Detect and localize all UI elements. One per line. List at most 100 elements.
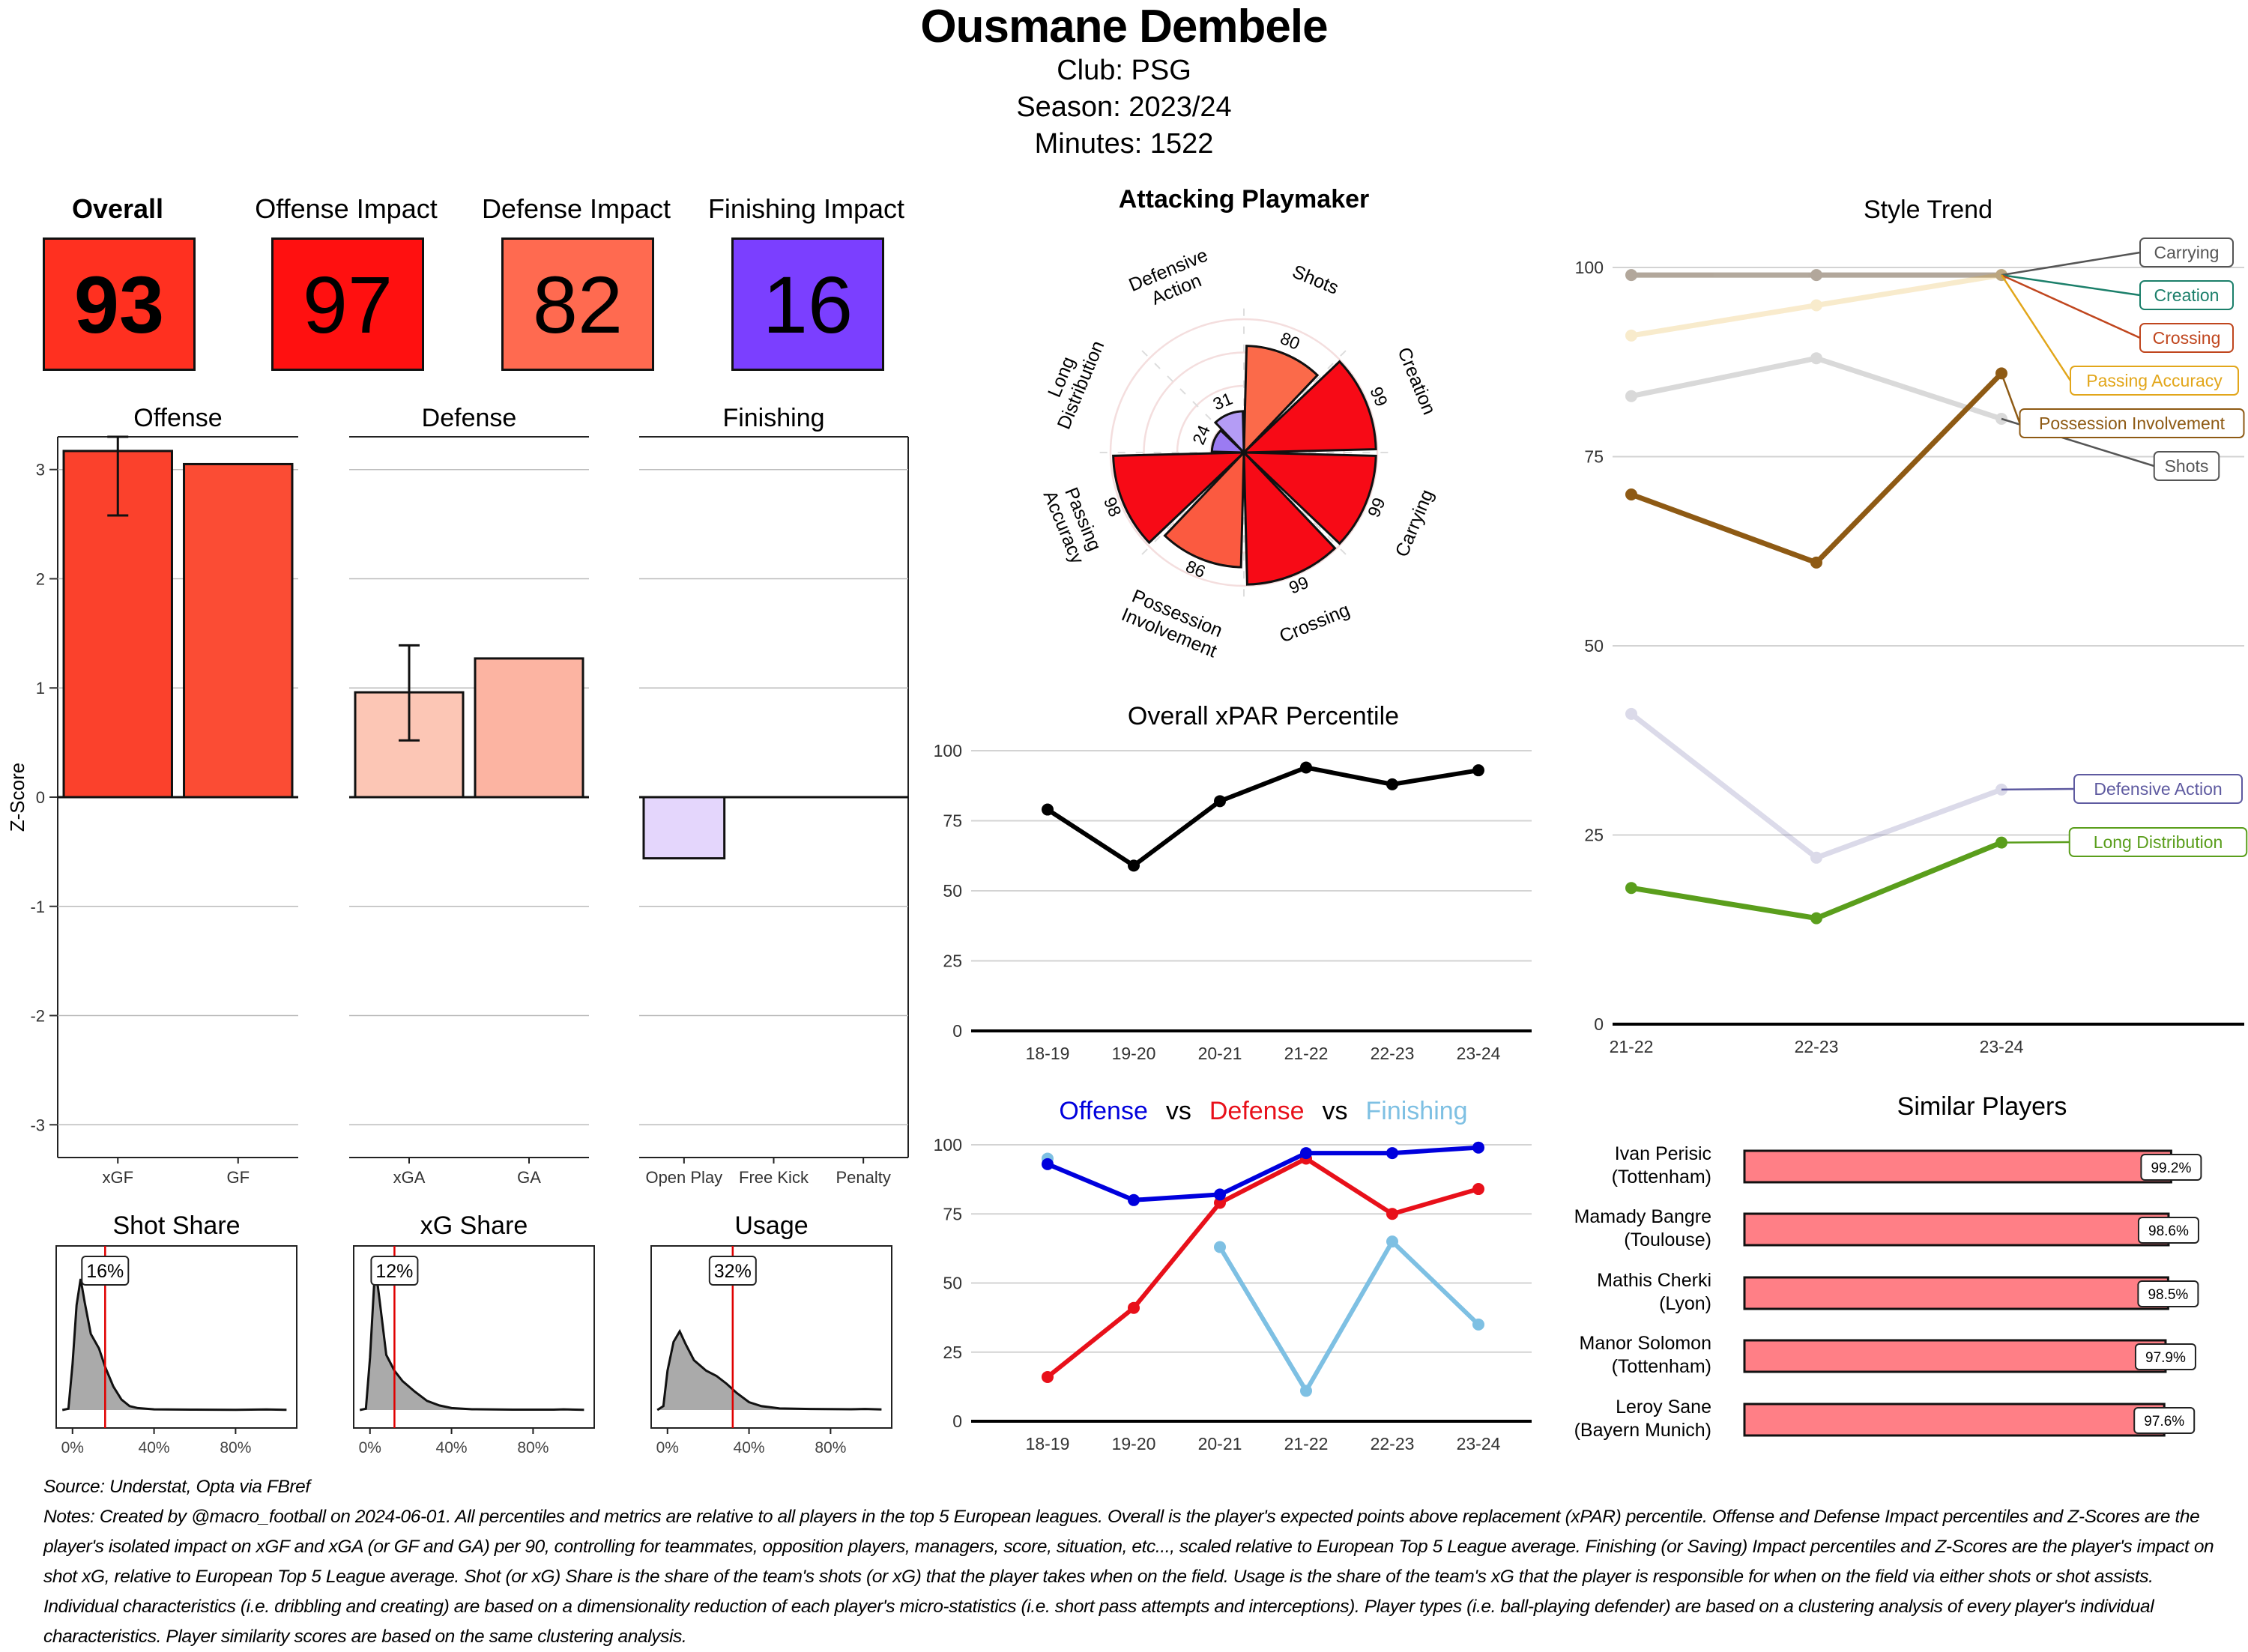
series-offense bbox=[1042, 1141, 1484, 1206]
player-name: Mathis Cherki bbox=[1597, 1270, 1711, 1291]
similarity-label: 99.2% bbox=[2151, 1161, 2191, 1176]
series-label-box bbox=[2139, 280, 2234, 310]
player-club: (Toulouse) bbox=[1624, 1229, 1711, 1250]
data-point bbox=[1810, 851, 1822, 864]
similarity-bar bbox=[1743, 1212, 2170, 1247]
x-tick-label: 40% bbox=[436, 1439, 468, 1456]
y-tick-label: 0 bbox=[1594, 1014, 1604, 1034]
marker-label: 12% bbox=[375, 1261, 413, 1282]
category-label-line: Carrying bbox=[1392, 486, 1438, 560]
x-tick-label: xGA bbox=[393, 1168, 426, 1187]
style-trend-chart: 0 25 50 75 100 21-22 22-23 23-24 Style Trend Carr… bbox=[1575, 196, 2248, 1056]
panel-title: Defense bbox=[422, 404, 517, 432]
y-tick-label: 50 bbox=[943, 881, 962, 901]
series-crossing bbox=[1625, 269, 2007, 282]
series-defensive-action bbox=[1625, 707, 2007, 864]
dashboard-charts: Z-Score 3 2 1 0 -1 -2 -3 Offense xGF GF Defense xGA G… bbox=[6, 185, 2248, 1456]
tile-value: 93 bbox=[43, 237, 196, 371]
marker-label: 32% bbox=[714, 1261, 752, 1282]
x-tick-label: GA bbox=[517, 1168, 541, 1187]
data-point bbox=[1128, 1301, 1140, 1314]
panel-frame bbox=[353, 1245, 595, 1429]
x-tick-label: 80% bbox=[220, 1439, 251, 1456]
tile-label: Overall bbox=[71, 193, 164, 224]
density-panel: xG Share 12% 0% 40% 80% bbox=[353, 1211, 595, 1456]
similarity-bar bbox=[1743, 1403, 2166, 1437]
xpar-chart: 0 25 50 75 100 18-19 19-20 20-21 21-22 22-23 23-24… bbox=[934, 702, 1532, 1063]
series-label: Shots bbox=[2165, 456, 2209, 476]
category-label: Crossing bbox=[1276, 599, 1353, 647]
label-leader bbox=[2000, 372, 2021, 424]
data-point bbox=[1810, 269, 1822, 282]
similarity-label: 98.5% bbox=[2148, 1287, 2188, 1303]
club-line: Club: PSG bbox=[1057, 55, 1191, 86]
player-name: Ivan Perisic bbox=[1615, 1143, 1711, 1164]
pie-slice bbox=[1112, 451, 1247, 545]
data-point bbox=[1386, 1208, 1398, 1220]
x-tick-label: 20-21 bbox=[1198, 1434, 1242, 1453]
y-tick-label: 3 bbox=[36, 461, 45, 479]
player-name: Leroy Sane bbox=[1616, 1397, 1711, 1417]
zscore-panel: Finishing Open Play Free Kick Penalty bbox=[639, 404, 909, 1187]
series-carrying bbox=[1625, 269, 2007, 282]
series-label: Defensive Action bbox=[2094, 779, 2222, 799]
chart-title: Style Trend bbox=[1864, 196, 1992, 224]
player-club: (Tottenham) bbox=[1612, 1167, 1711, 1187]
y-axis-label: Z-Score bbox=[6, 763, 28, 832]
similar-player-row: Manor Solomon(Tottenham) 97.9% bbox=[1580, 1333, 2196, 1377]
series-label: Carrying bbox=[2154, 243, 2220, 262]
panel-title: xG Share bbox=[420, 1211, 528, 1240]
marker-label-box bbox=[81, 1256, 130, 1286]
y-tick-label: 50 bbox=[943, 1274, 962, 1293]
series-label: Creation bbox=[2154, 285, 2220, 305]
zscore-chart: Z-Score 3 2 1 0 -1 -2 -3 Offense xGF GF Defense xGA G… bbox=[6, 404, 909, 1187]
marker-label-box bbox=[370, 1256, 419, 1286]
series-line bbox=[1629, 712, 2003, 861]
data-point bbox=[1810, 912, 1822, 925]
data-point bbox=[1810, 299, 1822, 312]
data-point bbox=[1214, 1241, 1226, 1253]
series-line bbox=[1046, 765, 1479, 868]
chart-title: Similar Players bbox=[1897, 1092, 2067, 1121]
density-area bbox=[62, 1279, 287, 1410]
panel-title: Finishing bbox=[722, 404, 824, 432]
similarity-bar bbox=[1743, 1276, 2169, 1310]
player-club: (Tottenham) bbox=[1612, 1356, 1711, 1377]
pie-slice bbox=[1241, 360, 1377, 454]
series-label-box bbox=[2068, 827, 2248, 857]
radial-grid bbox=[1109, 318, 1379, 587]
y-tick-label: 75 bbox=[943, 811, 962, 831]
x-tick-label: 22-23 bbox=[1795, 1037, 1839, 1056]
similarity-label-box bbox=[2137, 1217, 2199, 1244]
series-line bbox=[1046, 1156, 1479, 1379]
x-tick-label: 19-20 bbox=[1112, 1044, 1156, 1063]
similar-player-row: Ivan Perisic (Tottenham) 99.2% bbox=[1612, 1143, 2202, 1187]
title-part: Defense bbox=[1209, 1097, 1305, 1125]
player-name: Ousmane Dembele bbox=[920, 1, 1328, 52]
series-label: Long Distribution bbox=[2094, 832, 2223, 852]
zscore-panel: Defense xGA GA bbox=[349, 404, 589, 1187]
category-label-line: Shots bbox=[1290, 261, 1342, 298]
y-tick-label: 25 bbox=[1584, 826, 1604, 845]
panel-frame bbox=[650, 1245, 892, 1429]
label-leader bbox=[2001, 251, 2141, 276]
player-club: (Lyon) bbox=[1659, 1293, 1711, 1314]
panel-title: Shot Share bbox=[112, 1211, 240, 1240]
pie-slice bbox=[1163, 450, 1245, 569]
data-point bbox=[1625, 329, 1637, 342]
data-point bbox=[1300, 761, 1312, 774]
tile-label: Offense Impact bbox=[255, 193, 438, 224]
series-defense bbox=[1042, 1152, 1484, 1383]
title-part: Finishing bbox=[1366, 1097, 1468, 1125]
x-tick-label: 80% bbox=[815, 1439, 846, 1456]
pie-slice bbox=[1242, 345, 1320, 456]
similarity-label: 98.6% bbox=[2148, 1223, 2189, 1239]
x-tick-label: 0% bbox=[359, 1439, 381, 1456]
slice-value-label: 99 bbox=[1366, 384, 1392, 410]
density-line bbox=[656, 1328, 882, 1412]
series-line bbox=[1631, 355, 2003, 422]
pie-slice bbox=[1241, 451, 1377, 545]
bar bbox=[183, 462, 294, 799]
y-tick-label: 2 bbox=[36, 569, 45, 588]
